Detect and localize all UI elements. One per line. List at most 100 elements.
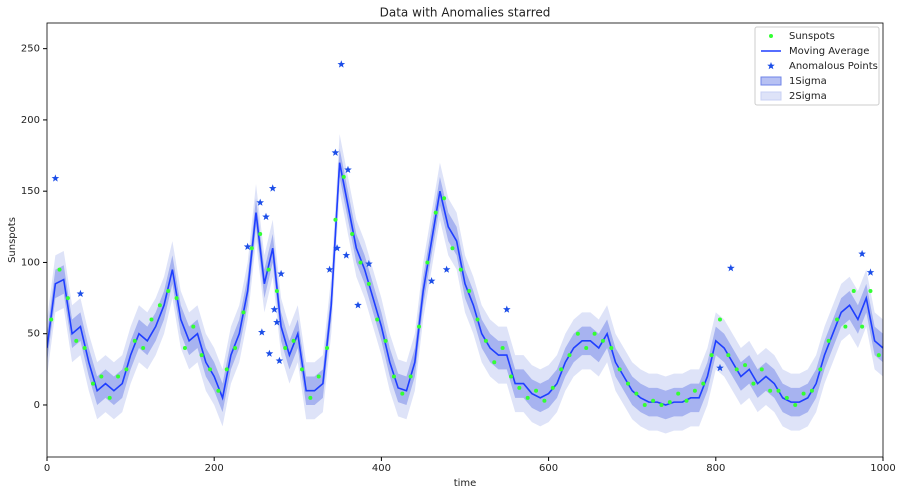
sunspot-point xyxy=(793,402,798,407)
sunspot-point xyxy=(726,353,731,358)
y-tick-label: 0 xyxy=(34,400,40,411)
sunspot-point xyxy=(717,317,722,322)
plot-frame xyxy=(46,22,884,458)
sunspot-point xyxy=(308,395,313,400)
anomaly-star xyxy=(354,301,362,309)
sunspot-point xyxy=(157,303,162,308)
y-tick-label: 50 xyxy=(27,329,40,340)
sunspot-point xyxy=(141,345,146,350)
anomaly-star xyxy=(727,264,735,272)
legend-label: Anomalous Points xyxy=(789,61,878,72)
sunspot-point xyxy=(868,288,873,293)
anomaly-star xyxy=(275,356,284,364)
sunspot-point xyxy=(266,267,271,272)
x-axis-label: time xyxy=(454,478,477,489)
anomaly-star xyxy=(270,305,279,313)
sunspot-point xyxy=(676,391,681,396)
moving-average-line xyxy=(47,162,883,406)
anomaly-star xyxy=(866,268,875,276)
sunspot-point xyxy=(274,288,279,293)
sunspot-point xyxy=(166,288,171,293)
sunspot-point xyxy=(818,367,823,372)
anomaly-star xyxy=(273,318,281,326)
sunspot-point xyxy=(851,288,856,293)
sunspot-point xyxy=(49,317,54,322)
y-axis-label: Sunspots xyxy=(7,217,18,263)
sunspot-point xyxy=(224,367,229,372)
sunspot-point xyxy=(283,345,288,350)
sunspot-point xyxy=(182,345,187,350)
sunspot-point xyxy=(500,345,505,350)
sunspot-point xyxy=(216,388,221,393)
sunspot-point xyxy=(801,391,806,396)
legend-label: 2Sigma xyxy=(789,91,827,102)
y-tick-label: 250 xyxy=(21,44,40,55)
y-tick-label: 100 xyxy=(21,257,40,268)
sunspot-point xyxy=(475,317,480,322)
sunspot-point xyxy=(132,338,137,343)
sunspot-point xyxy=(400,391,405,396)
sunspot-point xyxy=(784,395,789,400)
sunspot-point xyxy=(525,395,530,400)
x-tick-label: 200 xyxy=(205,463,224,474)
anomaly-star xyxy=(256,198,264,206)
anomaly-star xyxy=(76,289,85,297)
sunspot-point xyxy=(617,367,622,372)
sunspot-point xyxy=(743,363,748,368)
anomaly-star xyxy=(342,251,351,259)
sunspot-point xyxy=(57,267,62,272)
y-tick-label: 150 xyxy=(21,186,40,197)
sunspot-point xyxy=(575,331,580,336)
legend-swatch xyxy=(769,34,773,38)
sunspot-point xyxy=(417,324,422,329)
sunspot-point xyxy=(375,317,380,322)
sunspot-point xyxy=(651,398,656,403)
sunspot-point xyxy=(408,374,413,379)
sunspot-point xyxy=(107,395,112,400)
legend-swatch xyxy=(760,91,782,101)
sunspot-point xyxy=(191,324,196,329)
x-tick-label: 600 xyxy=(539,463,558,474)
sunspot-point xyxy=(709,353,714,358)
sunspot-point xyxy=(508,374,513,379)
sunspot-point xyxy=(534,388,539,393)
sunspot-point xyxy=(90,381,95,386)
sunspot-point xyxy=(65,296,70,301)
sunspot-point xyxy=(208,367,213,372)
sunspot-point xyxy=(550,385,555,390)
sunspot-point xyxy=(82,345,87,350)
x-tick-label: 800 xyxy=(706,463,725,474)
sunspot-point xyxy=(559,367,564,372)
sunspot-point xyxy=(751,381,756,386)
sunspot-point xyxy=(692,388,697,393)
sunspot-point xyxy=(350,231,355,236)
x-tick-label: 0 xyxy=(44,463,50,474)
anomaly-star xyxy=(337,60,346,68)
sunspot-point xyxy=(433,210,438,215)
anomaly-star xyxy=(344,165,352,173)
plot-area xyxy=(47,60,883,434)
legend-swatch xyxy=(767,62,775,70)
sunspot-point xyxy=(876,353,881,358)
sunspot-point xyxy=(325,345,330,350)
sunspot-point xyxy=(860,324,865,329)
sunspot-point xyxy=(701,381,706,386)
sunspot-point xyxy=(241,310,246,315)
sunspot-point xyxy=(467,288,472,293)
sunspot-point xyxy=(684,398,689,403)
sunspot-point xyxy=(584,345,589,350)
sunspot-point xyxy=(116,374,121,379)
sunspot-point xyxy=(383,338,388,343)
anomaly-star xyxy=(427,277,436,285)
sunspot-point xyxy=(333,217,338,222)
sunspot-point xyxy=(809,388,814,393)
sunspot-point xyxy=(425,260,430,265)
chart-title: Data with Anomalies starred xyxy=(380,6,551,20)
sunspot-point xyxy=(74,338,79,343)
sunspot-point xyxy=(249,246,254,251)
sunspot-point xyxy=(768,388,773,393)
sunspot-point xyxy=(450,246,455,251)
anomaly-star xyxy=(265,349,274,357)
sunspot-point xyxy=(99,374,104,379)
anomaly-star xyxy=(262,212,270,221)
